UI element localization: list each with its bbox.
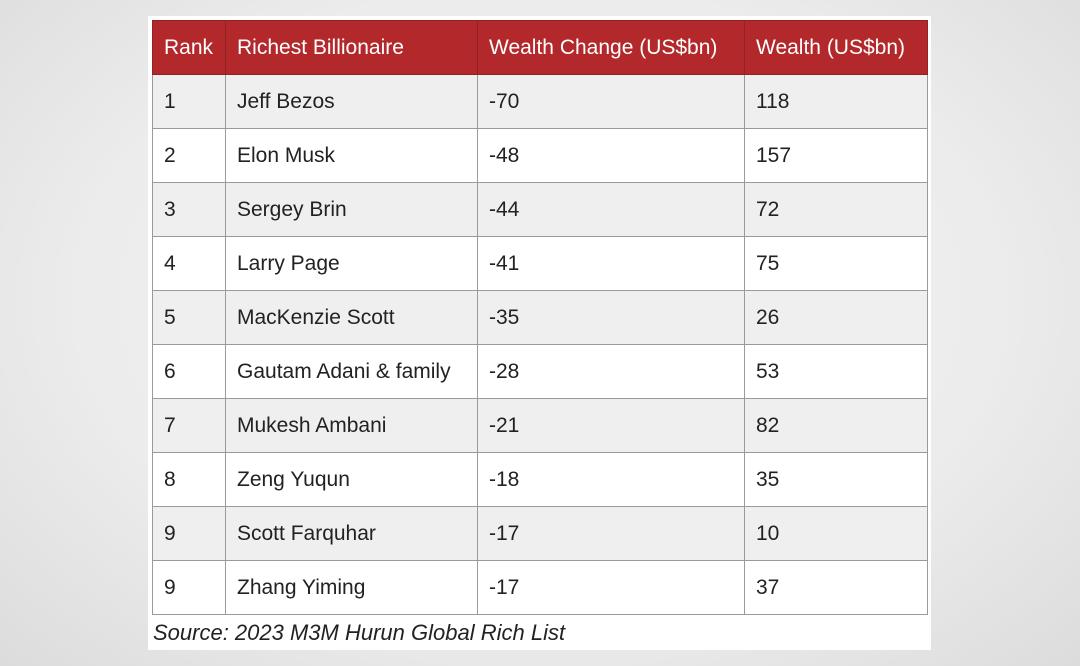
- header-row: Rank Richest Billionaire Wealth Change (US…: [152, 20, 928, 75]
- table-cell: 4: [152, 236, 226, 291]
- table-cell: 9: [152, 560, 226, 615]
- table-cell: -18: [477, 452, 745, 507]
- table-cell: Zeng Yuqun: [225, 452, 478, 507]
- table-cell: 7: [152, 398, 226, 453]
- table-cell: 1: [152, 74, 226, 129]
- table-cell: Gautam Adani & family: [225, 344, 478, 399]
- table-cell: -28: [477, 344, 745, 399]
- table-row: 3 Sergey Brin -44 72: [152, 182, 928, 237]
- table-cell: 82: [744, 398, 928, 453]
- table-cell: -48: [477, 128, 745, 183]
- table-cell: Jeff Bezos: [225, 74, 478, 129]
- table-body: 1 Jeff Bezos -70 118 2 Elon Musk -48 157 3 Sergey…: [152, 74, 928, 615]
- table-cell: -44: [477, 182, 745, 237]
- table-cell: -35: [477, 290, 745, 345]
- table-row: 2 Elon Musk -48 157: [152, 128, 928, 183]
- table-row: 4 Larry Page -41 75: [152, 236, 928, 291]
- table-cell: Elon Musk: [225, 128, 478, 183]
- table-cell: -41: [477, 236, 745, 291]
- table-cell: 72: [744, 182, 928, 237]
- table-row: 7 Mukesh Ambani -21 82: [152, 398, 928, 453]
- header-cell: Wealth (US$bn): [744, 20, 928, 75]
- table-cell: 10: [744, 506, 928, 561]
- rich-list-table: Rank Richest Billionaire Wealth Change (US…: [152, 20, 928, 615]
- table-cell: 5: [152, 290, 226, 345]
- table-cell: MacKenzie Scott: [225, 290, 478, 345]
- table-cell: Larry Page: [225, 236, 478, 291]
- table-cell: 53: [744, 344, 928, 399]
- table-cell: 75: [744, 236, 928, 291]
- table-cell: -70: [477, 74, 745, 129]
- table-row: 5 MacKenzie Scott -35 26: [152, 290, 928, 345]
- table-cell: 35: [744, 452, 928, 507]
- table-cell: -21: [477, 398, 745, 453]
- table-cell: Scott Farquhar: [225, 506, 478, 561]
- table-cell: Sergey Brin: [225, 182, 478, 237]
- table-cell: 2: [152, 128, 226, 183]
- table-row: 9 Scott Farquhar -17 10: [152, 506, 928, 561]
- header-cell: Rank: [152, 20, 226, 75]
- table-row: 1 Jeff Bezos -70 118: [152, 74, 928, 129]
- table-cell: 26: [744, 290, 928, 345]
- header-cell: Wealth Change (US$bn): [477, 20, 745, 75]
- table-cell: -17: [477, 506, 745, 561]
- table-row: 6 Gautam Adani & family -28 53: [152, 344, 928, 399]
- table-cell: 37: [744, 560, 928, 615]
- table-cell: Zhang Yiming: [225, 560, 478, 615]
- header-cell: Richest Billionaire: [225, 20, 478, 75]
- table-cell: Mukesh Ambani: [225, 398, 478, 453]
- table-cell: 8: [152, 452, 226, 507]
- table-cell: 157: [744, 128, 928, 183]
- table-row: 8 Zeng Yuqun -18 35: [152, 452, 928, 507]
- table-cell: 118: [744, 74, 928, 129]
- table-cell: -17: [477, 560, 745, 615]
- table-card: Rank Richest Billionaire Wealth Change (US…: [148, 16, 931, 650]
- table-row: 9 Zhang Yiming -17 37: [152, 560, 928, 615]
- source-note: Source: 2023 M3M Hurun Global Rich List: [153, 620, 566, 645]
- table-cell: 6: [152, 344, 226, 399]
- table-cell: 3: [152, 182, 226, 237]
- table-cell: 9: [152, 506, 226, 561]
